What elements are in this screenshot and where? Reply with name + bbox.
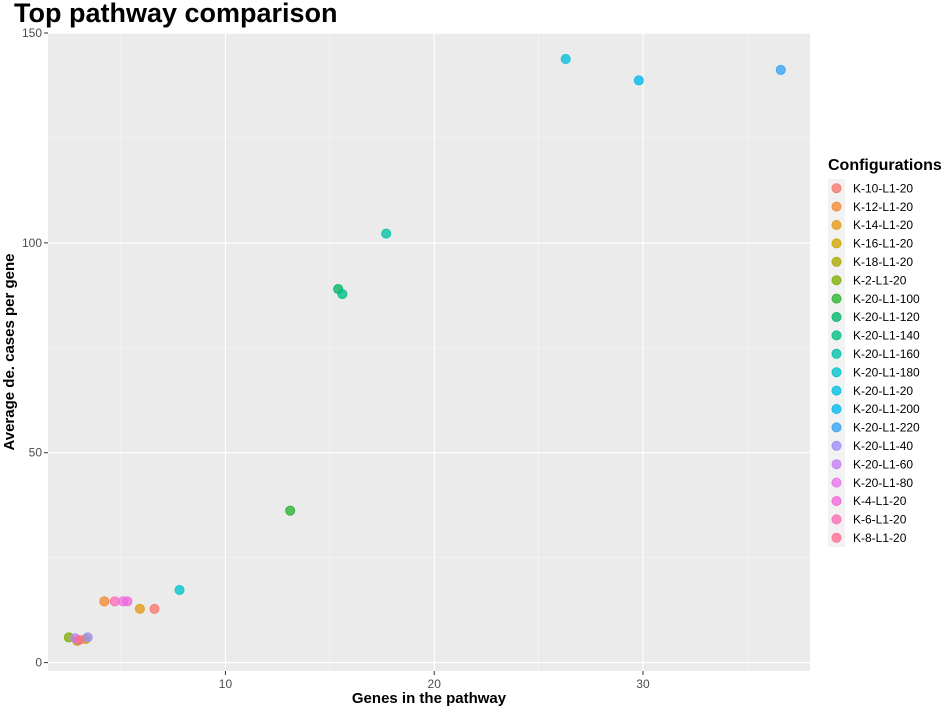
data-point-K-20-L1-40 — [82, 632, 93, 643]
legend-key-K-6-L1-20 — [831, 514, 842, 525]
legend-title: Configurations — [828, 157, 941, 174]
legend-key-K-12-L1-20 — [831, 201, 842, 212]
legend-label: K-20-L1-100 — [853, 292, 920, 306]
legend-label: K-20-L1-160 — [853, 347, 920, 361]
data-point-K-10-L1-20 — [149, 603, 160, 614]
axis-ticks: 10 20 30 0 50 100 150 — [22, 26, 650, 691]
data-point-K-14-L1-20 — [134, 603, 145, 614]
legend-label: K-14-L1-20 — [853, 218, 913, 232]
legend-label: K-20-L1-60 — [853, 457, 913, 471]
legend-key-background — [828, 179, 845, 547]
legend-label: K-20-L1-120 — [853, 310, 920, 324]
x-axis-label: Genes in the pathway — [352, 690, 507, 707]
legend-key-K-20-L1-60 — [831, 459, 842, 470]
x-tick-label: 30 — [636, 677, 650, 691]
legend-label: K-4-L1-20 — [853, 494, 907, 508]
data-points — [63, 54, 786, 646]
data-point-K-4-L1-20 — [122, 596, 133, 607]
data-point-K-20-L1-100 — [285, 505, 296, 516]
legend-key-K-20-L1-120 — [831, 311, 842, 322]
legend-label: K-12-L1-20 — [853, 200, 913, 214]
legend-label: K-6-L1-20 — [853, 513, 907, 527]
legend-key-K-20-L1-160 — [831, 348, 842, 359]
data-point-K-12-L1-20 — [99, 596, 110, 607]
major-gridlines — [48, 32, 810, 671]
legend-key-K-20-L1-100 — [831, 293, 842, 304]
legend-key-K-20-L1-140 — [831, 330, 842, 341]
legend-key-K-4-L1-20 — [831, 495, 842, 506]
legend-label: K-16-L1-20 — [853, 237, 913, 251]
legend-label: K-20-L1-220 — [853, 421, 920, 435]
legend-label: K-10-L1-20 — [853, 181, 913, 195]
legend-label: K-20-L1-40 — [853, 439, 913, 453]
legend-key-K-20-L1-80 — [831, 477, 842, 488]
legend-key-K-18-L1-20 — [831, 256, 842, 267]
legend-label: K-8-L1-20 — [853, 531, 907, 545]
y-tick-label: 100 — [22, 236, 42, 250]
legend-label: K-20-L1-200 — [853, 402, 920, 416]
legend-key-K-8-L1-20 — [831, 532, 842, 543]
legend-key-K-20-L1-180 — [831, 367, 842, 378]
legend-label: K-2-L1-20 — [853, 273, 907, 287]
legend-label: K-20-L1-140 — [853, 329, 920, 343]
plot-panel — [48, 33, 810, 671]
chart-title: Top pathway comparison — [14, 0, 338, 28]
minor-gridlines — [48, 33, 810, 671]
legend-label: K-20-L1-180 — [853, 365, 920, 379]
data-point-K-20-L1-140 — [337, 289, 348, 300]
y-tick-label: 50 — [29, 446, 43, 460]
data-point-K-20-L1-200 — [633, 75, 644, 86]
data-point-K-6-L1-20 — [109, 596, 120, 607]
legend-key-K-20-L1-40 — [831, 440, 842, 451]
data-point-K-8-L1-20 — [74, 634, 85, 645]
legend-key-K-10-L1-20 — [831, 183, 842, 194]
legend-key-K-16-L1-20 — [831, 238, 842, 249]
legend-key-K-20-L1-20 — [831, 385, 842, 396]
legend-label: K-20-L1-80 — [853, 476, 913, 490]
legend-key-K-2-L1-20 — [831, 275, 842, 286]
data-point-K-20-L1-220 — [775, 64, 786, 75]
legend-label: K-18-L1-20 — [853, 255, 913, 269]
legend-label: K-20-L1-20 — [853, 384, 913, 398]
y-tick-label: 0 — [35, 656, 42, 670]
legend: K-10-L1-20 K-12-L1-20 K-14-L1-20 K-16-L1-20… — [828, 179, 920, 547]
data-point-K-20-L1-180 — [174, 584, 185, 595]
legend-key-K-20-L1-200 — [831, 403, 842, 414]
data-point-K-20-L1-160 — [381, 228, 392, 239]
legend-key-K-20-L1-220 — [831, 422, 842, 433]
y-tick-label: 150 — [22, 26, 42, 40]
x-tick-label: 20 — [428, 677, 442, 691]
x-tick-label: 10 — [219, 677, 233, 691]
y-axis-label: Average de. cases per gene — [1, 253, 18, 450]
legend-key-K-14-L1-20 — [831, 219, 842, 230]
data-point-K-20-L1-20 — [560, 54, 571, 65]
